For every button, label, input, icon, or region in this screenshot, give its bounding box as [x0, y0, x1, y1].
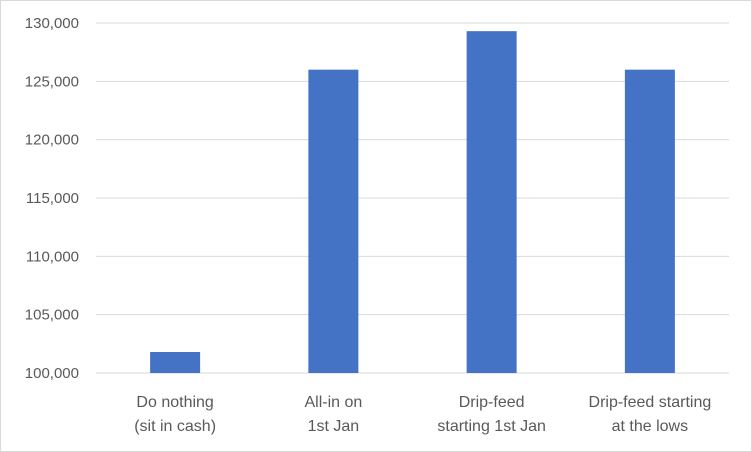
x-category-label: All-in on: [304, 394, 362, 411]
y-tick-label: 105,000: [25, 307, 79, 324]
y-tick-label: 130,000: [25, 15, 79, 32]
y-axis-tick-labels: 100,000 105,000 110,000 115,000 120,000 125,0…: [25, 15, 79, 382]
x-category-label: starting 1st Jan: [437, 418, 546, 435]
bar: [308, 69, 359, 374]
bar: [466, 31, 517, 374]
x-category-label: 1st Jan: [308, 418, 360, 435]
x-category-label: Do nothing: [136, 394, 213, 411]
x-category-label: at the lows: [612, 418, 688, 435]
bar: [624, 69, 675, 374]
x-category-label: Drip-feed starting: [589, 394, 712, 411]
x-axis-category-labels: Do nothing (sit in cash) All-in on 1st Jan D…: [134, 394, 711, 435]
y-tick-label: 120,000: [25, 132, 79, 149]
bars: [150, 31, 675, 374]
x-category-label: Drip-feed: [459, 394, 525, 411]
y-tick-label: 110,000: [26, 248, 79, 265]
gridlines: [96, 22, 729, 374]
y-tick-label: 100,000: [25, 365, 79, 382]
y-tick-label: 115,000: [26, 190, 79, 207]
bar: [150, 352, 201, 373]
y-tick-label: 125,000: [25, 73, 79, 90]
x-category-label: (sit in cash): [134, 418, 216, 435]
